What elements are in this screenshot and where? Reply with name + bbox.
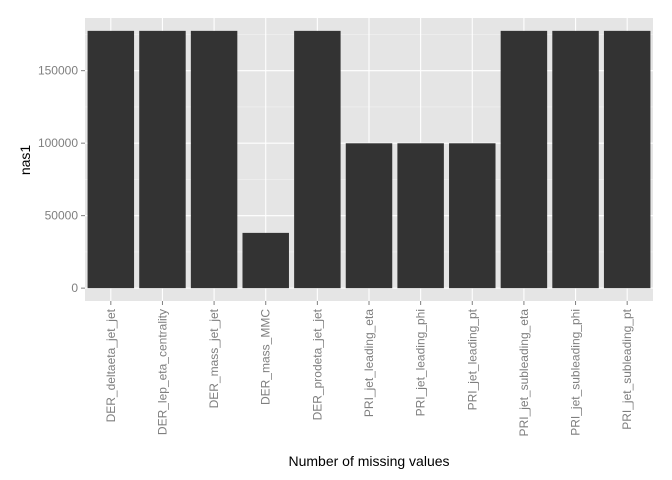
- y-tick-label: 150000: [38, 64, 78, 78]
- y-tick-label: 0: [71, 281, 78, 295]
- bar-PRI_jet_subleading_eta: [500, 30, 548, 289]
- bar-PRI_jet_leading_eta: [345, 143, 393, 289]
- x-tick-label: PRI_jet_leading_eta: [362, 309, 376, 417]
- bar-PRI_jet_subleading_phi: [552, 30, 599, 289]
- x-tick-label: PRI_jet_leading_pt: [465, 308, 479, 410]
- bar-DER_mass_MMC: [242, 232, 289, 289]
- bar-PRI_jet_leading_phi: [397, 143, 444, 289]
- y-tick-label: 100000: [38, 136, 78, 150]
- x-tick-label: DER_prodeta_jet_jet: [310, 308, 324, 420]
- x-tick-label: DER_lep_eta_centrality: [155, 309, 169, 435]
- bar-DER_deltaeta_jet_jet: [87, 30, 135, 289]
- bars: [87, 30, 651, 289]
- x-axis: DER_deltaeta_jet_jet DER_lep_eta_centrali…: [104, 301, 634, 436]
- bar-PRI_jet_leading_pt: [449, 143, 496, 289]
- bar-PRI_jet_subleading_pt: [603, 30, 651, 289]
- bar-DER_mass_jet_jet: [190, 30, 238, 289]
- x-tick-label: PRI_jet_subleading_pt: [620, 308, 634, 429]
- y-axis: 0 50000 100000 150000: [38, 64, 85, 295]
- x-tick-label: DER_mass_MMC: [259, 309, 273, 405]
- x-axis-title: Number of missing values: [288, 453, 449, 469]
- x-tick-label: DER_mass_jet_jet: [207, 308, 221, 408]
- x-tick-label: DER_deltaeta_jet_jet: [104, 308, 118, 422]
- bar-DER_lep_eta_centrality: [139, 30, 186, 289]
- y-tick-label: 50000: [45, 209, 79, 223]
- bar-DER_prodeta_jet_jet: [294, 30, 341, 289]
- x-tick-label: PRI_jet_subleading_phi: [569, 309, 583, 436]
- y-axis-title: nas1: [17, 145, 33, 176]
- x-tick-label: PRI_jet_subleading_eta: [517, 309, 531, 437]
- x-tick-label: PRI_jet_leading_phi: [414, 309, 428, 416]
